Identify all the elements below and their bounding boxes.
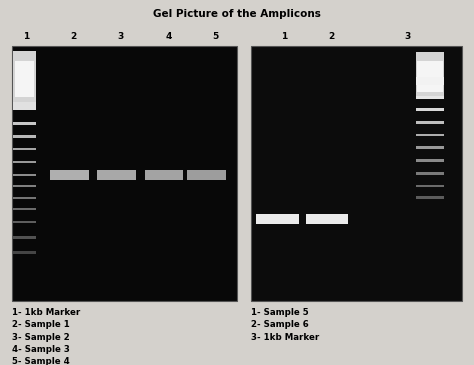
- Bar: [13, 148, 36, 150]
- Bar: [13, 236, 36, 239]
- Bar: [13, 221, 36, 223]
- Text: 3- 1kb Marker: 3- 1kb Marker: [251, 333, 319, 342]
- Bar: [97, 170, 136, 180]
- Bar: [306, 214, 348, 224]
- Bar: [13, 102, 36, 110]
- Text: 2- Sample 6: 2- Sample 6: [251, 320, 309, 330]
- Text: 3: 3: [404, 32, 411, 41]
- Text: 4: 4: [165, 32, 172, 41]
- Bar: [13, 122, 36, 125]
- Bar: [187, 170, 226, 180]
- Bar: [416, 134, 444, 137]
- Text: 3- Sample 2: 3- Sample 2: [12, 333, 70, 342]
- Bar: [50, 170, 89, 180]
- Text: 5- Sample 4: 5- Sample 4: [12, 357, 70, 365]
- Bar: [13, 51, 36, 102]
- Bar: [13, 174, 36, 176]
- Text: 5: 5: [212, 32, 219, 41]
- Text: 2: 2: [70, 32, 77, 41]
- Bar: [417, 61, 443, 92]
- Text: 2: 2: [328, 32, 335, 41]
- Bar: [416, 108, 444, 111]
- Bar: [13, 185, 36, 188]
- Bar: [416, 52, 444, 97]
- Bar: [416, 159, 444, 162]
- Text: Gel Picture of the Amplicons: Gel Picture of the Amplicons: [153, 9, 321, 19]
- Text: 4- Sample 3: 4- Sample 3: [12, 345, 70, 354]
- Bar: [256, 214, 299, 224]
- Bar: [416, 96, 444, 99]
- Bar: [145, 170, 183, 180]
- Bar: [416, 172, 444, 175]
- Bar: [13, 135, 36, 138]
- Bar: [416, 121, 444, 123]
- Bar: [416, 146, 444, 149]
- Bar: [13, 251, 36, 254]
- Bar: [13, 161, 36, 163]
- Text: 2- Sample 1: 2- Sample 1: [12, 320, 70, 330]
- Text: 3: 3: [118, 32, 124, 41]
- Bar: [416, 185, 444, 188]
- Bar: [251, 46, 462, 301]
- Bar: [15, 61, 34, 97]
- Bar: [13, 197, 36, 199]
- Bar: [416, 196, 444, 199]
- Text: 1- Sample 5: 1- Sample 5: [251, 308, 309, 318]
- Bar: [416, 77, 444, 85]
- Bar: [13, 208, 36, 210]
- Text: 1- 1kb Marker: 1- 1kb Marker: [12, 308, 80, 318]
- Text: 1: 1: [23, 32, 29, 41]
- Text: 1: 1: [281, 32, 288, 41]
- Bar: [12, 46, 237, 301]
